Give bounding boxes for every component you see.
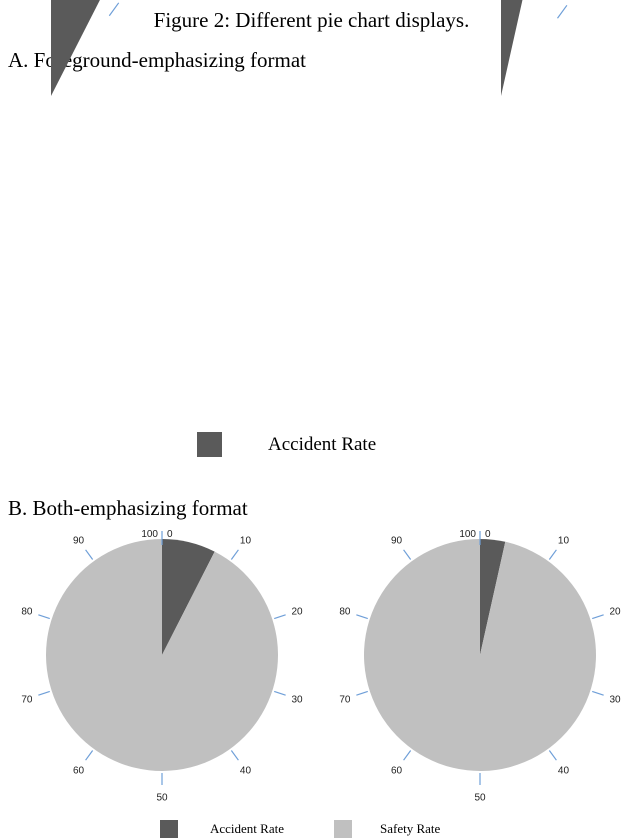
section-b-title: B. Both-emphasizing format — [8, 496, 248, 520]
tick-label-80: 80 — [339, 607, 351, 618]
legend-a: Accident Rate — [197, 432, 376, 457]
tick-label-50: 50 — [156, 793, 168, 804]
slice-accident-rate — [480, 539, 506, 655]
legend-label-safety: Safety Rate — [380, 821, 441, 836]
tick-mark — [356, 614, 368, 620]
tick-mark — [85, 549, 94, 560]
figure-caption: Figure 2: Different pie chart displays. — [153, 8, 470, 32]
legend-label-accident: Accident Rate — [268, 433, 377, 455]
tick-mark — [38, 614, 50, 620]
tick-label-90: 90 — [391, 536, 403, 547]
slice-accident-rate — [162, 539, 215, 655]
tick-label-90: 90 — [73, 536, 85, 547]
tick-label-20: 20 — [609, 607, 621, 618]
tick-mark — [274, 614, 286, 620]
tick-label-60: 60 — [73, 765, 85, 776]
slice-safety-rate — [45, 539, 278, 771]
legend-label-accident-b: Accident Rate — [210, 821, 284, 836]
tick-label-30: 30 — [609, 694, 621, 705]
tick-label-50: 50 — [474, 793, 486, 804]
slice-safety-rate — [364, 539, 596, 772]
tick-mark — [274, 690, 286, 696]
tick-mark — [592, 690, 604, 696]
tick-label-70: 70 — [339, 694, 351, 705]
tick-label-70: 70 — [21, 694, 33, 705]
tick-label-40: 40 — [240, 765, 252, 776]
tick-label-100: 100 — [459, 529, 476, 540]
tick-label-10: 10 — [568, 0, 582, 2]
tick-mark — [230, 750, 239, 761]
tick-mark — [108, 2, 120, 17]
tick-mark — [230, 549, 239, 560]
tick-label-60: 60 — [391, 765, 403, 776]
tick-mark — [38, 690, 50, 696]
legend-swatch-accident-b — [160, 820, 178, 838]
tick-label-10: 10 — [240, 536, 252, 547]
legend-b: Accident Rate Safety Rate — [160, 820, 440, 838]
tick-label-30: 30 — [291, 694, 303, 705]
tick-label-0: 0 — [485, 529, 491, 540]
tick-mark — [403, 549, 412, 560]
tick-mark — [548, 549, 557, 560]
legend-swatch-accident — [197, 432, 222, 457]
tick-mark — [548, 750, 557, 761]
tick-label-80: 80 — [21, 607, 33, 618]
tick-mark — [557, 4, 568, 19]
tick-mark — [403, 750, 412, 761]
legend-swatch-safety — [334, 820, 352, 838]
slice-accident-rate — [51, 0, 100, 96]
slice-accident-rate — [501, 0, 523, 96]
tick-mark — [592, 614, 604, 620]
tick-label-10: 10 — [558, 536, 570, 547]
tick-mark — [356, 690, 368, 696]
tick-label-100: 100 — [141, 529, 158, 540]
tick-label-0: 0 — [167, 529, 173, 540]
tick-mark — [85, 750, 94, 761]
tick-label-20: 20 — [291, 607, 303, 618]
tick-label-40: 40 — [558, 765, 570, 776]
